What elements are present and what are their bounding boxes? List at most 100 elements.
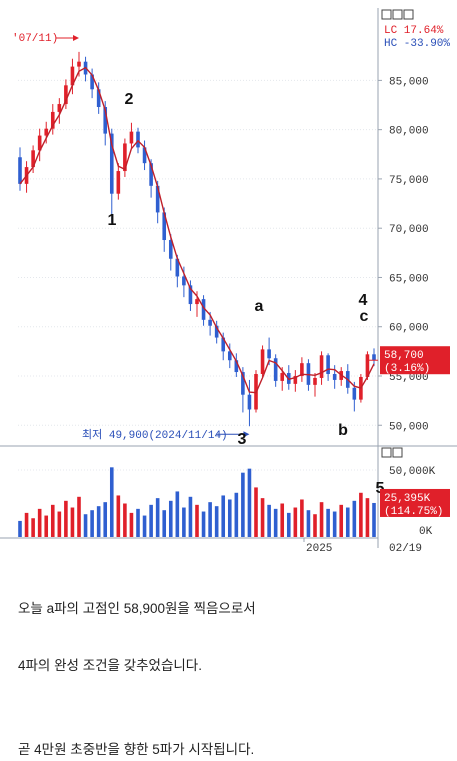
- candle-body: [260, 349, 265, 375]
- volume-bar: [37, 508, 42, 537]
- volume-bar: [103, 502, 108, 537]
- candle-body: [50, 111, 55, 129]
- hc-label: HC -33.90%: [384, 38, 450, 50]
- candle-body: [247, 394, 252, 410]
- candle-body: [214, 325, 219, 338]
- volume-bar: [352, 500, 357, 537]
- candle-body: [365, 354, 370, 377]
- volume-bar: [332, 511, 337, 537]
- candle-body: [70, 66, 75, 86]
- candle-body: [90, 74, 94, 90]
- candle-body: [162, 212, 167, 241]
- candle-body: [168, 240, 173, 259]
- candle-body: [64, 85, 68, 105]
- volume-bar: [57, 511, 62, 537]
- candle-body: [326, 355, 330, 375]
- volume-bar: [319, 502, 324, 537]
- volume-bar: [109, 467, 114, 537]
- y-tick-label: 65,000: [389, 273, 429, 285]
- last-volume-box: [380, 488, 450, 517]
- caption-line-3: 곧 4만원 초중반을 향한 5파가 시작됩니다.: [18, 742, 255, 757]
- volume-bar: [306, 510, 311, 537]
- wave-label: 1: [108, 212, 117, 229]
- volume-bar: [221, 495, 226, 537]
- wave-label: c: [360, 308, 369, 325]
- wave-label: 2: [125, 91, 134, 108]
- volume-bar: [182, 507, 186, 537]
- candle-body: [313, 377, 317, 385]
- candle-body: [103, 107, 108, 134]
- toolbar-icon: [381, 447, 392, 458]
- volume-bar: [175, 491, 180, 537]
- wave-label: 4: [359, 292, 368, 309]
- candle-body: [221, 337, 226, 352]
- candle-body: [234, 360, 239, 373]
- volume-bar: [96, 506, 101, 537]
- candle-body: [116, 171, 121, 194]
- volume-bar: [31, 518, 35, 537]
- candle-body: [319, 355, 324, 378]
- candle-body: [136, 131, 140, 148]
- candle-body: [280, 373, 285, 381]
- volume-bar: [70, 507, 75, 537]
- volume-bar: [83, 514, 88, 537]
- volume-bar: [50, 504, 55, 537]
- y-tick-label: 50,000: [389, 421, 429, 433]
- candle-body: [57, 104, 62, 112]
- candle-body: [182, 276, 186, 286]
- volume-bar: [188, 496, 193, 537]
- volume-bar: [136, 508, 140, 537]
- volume-bar: [149, 504, 153, 537]
- volume-bar: [313, 514, 317, 537]
- candle-body: [267, 349, 271, 359]
- toolbar-icon: [381, 9, 392, 20]
- wave-label: b: [338, 422, 348, 439]
- candle-body: [372, 354, 376, 361]
- high-arrow-head: [73, 35, 79, 41]
- candle-body: [142, 147, 147, 164]
- last-change-label: (3.16%): [384, 363, 430, 375]
- low-annotation: 최저 49,900(2024/11/14): [82, 428, 228, 442]
- wave-label: 5: [376, 480, 385, 497]
- candle-body: [109, 133, 114, 194]
- candle-body: [129, 131, 134, 144]
- volume-bar: [280, 503, 285, 537]
- stock-chart: LC 17.64% HC -33.90% 85,000 80,000 75,000 70,…: [0, 8, 457, 555]
- candle-body: [18, 157, 22, 184]
- candle-body: [96, 89, 101, 107]
- volume-bar: [116, 495, 121, 537]
- last-price-box: [380, 346, 450, 375]
- candle-body: [208, 319, 212, 326]
- volume-bar: [326, 508, 330, 537]
- candle-body: [293, 375, 298, 384]
- volume-bar: [208, 502, 212, 537]
- toolbar-icon: [403, 9, 414, 20]
- y-tick-label: 85,000: [389, 76, 429, 88]
- volume-bar: [345, 507, 350, 537]
- candle-body: [227, 351, 232, 361]
- last-price-label: 58,700: [384, 350, 424, 362]
- high-annotation: '07/11): [12, 33, 58, 45]
- candle-body: [31, 150, 35, 168]
- volume-bar: [339, 504, 344, 537]
- lc-label: LC 17.64%: [384, 25, 444, 37]
- volume-bar: [365, 498, 370, 537]
- candle-body: [201, 299, 206, 320]
- candle-body: [44, 128, 49, 136]
- volume-bar: [201, 511, 206, 537]
- volume-bar: [247, 468, 252, 537]
- volume-bar: [241, 472, 245, 537]
- x-tick-label: 2025: [306, 543, 332, 555]
- candle-body: [37, 135, 42, 151]
- volume-bar: [234, 492, 239, 537]
- last-volume-change: (114.75%): [384, 506, 443, 518]
- candle-body: [300, 363, 304, 376]
- candle-body: [332, 374, 337, 380]
- x-tick-label: 02/19: [389, 543, 422, 555]
- volume-bar: [267, 504, 271, 537]
- candle-body: [195, 299, 199, 305]
- volume-bar: [77, 496, 81, 537]
- moving-average-line: [19, 66, 375, 394]
- volume-bar: [359, 492, 363, 537]
- volume-bar: [195, 504, 199, 537]
